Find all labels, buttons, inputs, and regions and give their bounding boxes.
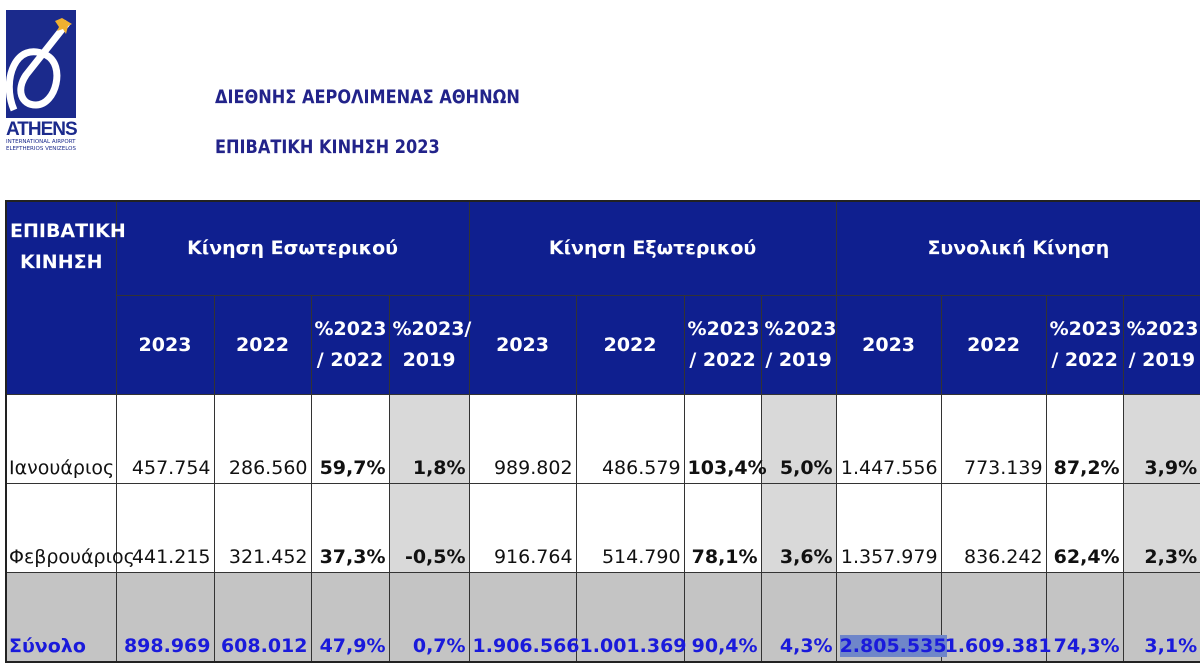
row-label: Φεβρουάριος — [5, 483, 135, 573]
table-cell: 773.139 — [940, 394, 1047, 484]
table-cell: 37,3% — [310, 483, 390, 573]
group-header-domestic: Κίνηση Εσωτερικού — [115, 200, 470, 296]
table-cell: 486.579 — [575, 394, 685, 484]
table-cell: -0,5% — [388, 483, 470, 573]
table-cell: 1,8% — [388, 394, 470, 484]
table-cell: 87,2% — [1045, 394, 1124, 484]
column-header: 2022 — [213, 295, 312, 395]
table-cell: 74,3% — [1045, 572, 1124, 663]
column-header: 2022 — [575, 295, 685, 395]
column-header: %2023 / 2022 — [1045, 295, 1124, 395]
column-header: 2023 — [115, 295, 215, 395]
table-cell: 1.447.556 — [835, 394, 942, 484]
column-header: %2023/ 2019 — [388, 295, 471, 395]
group-header-international: Κίνηση Εξωτερικού — [468, 200, 837, 296]
highlighted-value: 2.805.535 — [839, 635, 947, 657]
table-cell: 90,4% — [683, 572, 762, 663]
table-cell: 1.609.381 — [940, 572, 1052, 663]
table-cell: 59,7% — [310, 394, 390, 484]
column-header: %2023 / 2019 — [1122, 295, 1200, 395]
athens-airport-logo: ATHENS INTERNATIONAL AIRPORT ELEFTHERIOS… — [6, 10, 78, 153]
table-cell: 441.215 — [115, 483, 215, 573]
total-row: Σύνολο 898.969 608.012 47,9% 0,7% 1.906.566 1.… — [5, 572, 1200, 663]
table-cell: 608.012 — [213, 572, 312, 663]
table-cell: 4,3% — [760, 572, 837, 663]
table-cell: 3,6% — [760, 483, 837, 573]
table-cell: 1.357.979 — [835, 483, 942, 573]
table-cell: 47,9% — [310, 572, 390, 663]
table-cell: 1.001.369 — [575, 572, 687, 663]
table-cell: 321.452 — [213, 483, 312, 573]
page-subtitle: ΕΠΙΒΑΤΙΚΗ ΚΙΝΗΣΗ 2023 — [215, 136, 440, 158]
table-cell: 1.906.566 — [468, 572, 580, 663]
row-label: Ιανουάριος — [5, 394, 117, 484]
page-title: ΔΙΕΘΝΗΣ ΑΕΡΟΛΙΜΕΝΑΣ ΑΘΗΝΩΝ — [215, 86, 520, 108]
table-cell: 78,1% — [683, 483, 762, 573]
table-cell: 286.560 — [213, 394, 312, 484]
table-cell: 62,4% — [1045, 483, 1124, 573]
corner-header: ΕΠΙΒΑΤΙΚΗ ΚΙΝΗΣΗ — [5, 200, 126, 395]
passenger-traffic-table: ΕΠΙΒΑΤΙΚΗ ΚΙΝΗΣΗ Κίνηση Εσωτερικού Κίνησ… — [5, 200, 1200, 663]
column-header: 2022 — [940, 295, 1047, 395]
table-row: Ιανουάριος 457.754 286.560 59,7% 1,8% 989.802… — [5, 394, 1200, 484]
row-label: Σύνολο — [5, 572, 117, 663]
table-cell: 2.805.535 — [835, 572, 947, 663]
column-header: 2023 — [835, 295, 942, 395]
table-cell: 514.790 — [575, 483, 685, 573]
column-header: 2023 — [468, 295, 577, 395]
table-cell: 2,3% — [1122, 483, 1200, 573]
table-cell: 916.764 — [468, 483, 577, 573]
table-cell: 0,7% — [388, 572, 470, 663]
table-cell: 3,1% — [1122, 572, 1200, 663]
group-header-total: Συνολική Κίνηση — [835, 200, 1200, 296]
table-row: Φεβρουάριος 441.215 321.452 37,3% -0,5% 916.7… — [5, 483, 1200, 573]
table-cell: 3,9% — [1122, 394, 1200, 484]
table-cell: 103,4% — [683, 394, 767, 484]
table-cell: 898.969 — [115, 572, 215, 663]
column-header: %2023 / 2022 — [683, 295, 762, 395]
table-cell: 836.242 — [940, 483, 1047, 573]
column-header: %2023 / 2022 — [310, 295, 390, 395]
column-header: %2023 / 2019 — [760, 295, 837, 395]
logo-emblem — [6, 10, 76, 118]
table-cell: 5,0% — [760, 394, 837, 484]
table-cell: 457.754 — [115, 394, 215, 484]
table-cell: 989.802 — [468, 394, 577, 484]
